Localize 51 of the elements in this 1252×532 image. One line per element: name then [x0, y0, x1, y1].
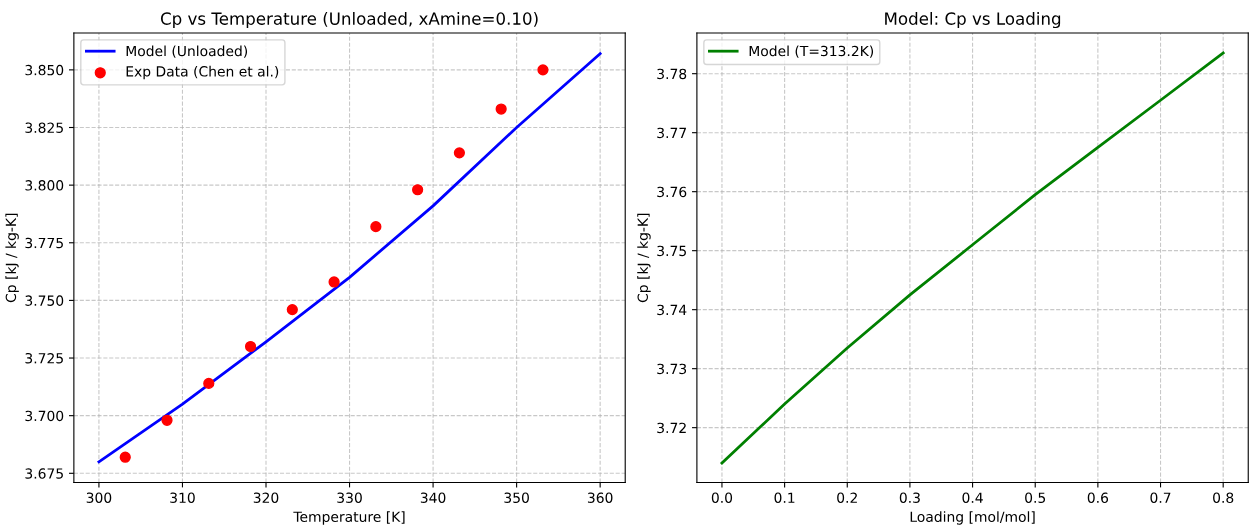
- x-tick-label: 0.1: [774, 492, 795, 503]
- y-tick-label: 3.775: [25, 237, 63, 249]
- y-tick-label: 3.75: [657, 245, 686, 257]
- chart-title: Cp vs Temperature (Unloaded, xAmine=0.10): [160, 11, 538, 29]
- chart-title: Model: Cp vs Loading: [885, 11, 1061, 29]
- y-axis-title: Cp [kJ / kg-K]: [637, 213, 651, 303]
- point: [119, 451, 131, 463]
- y-tick-label: 3.72: [657, 422, 686, 434]
- point: [412, 184, 424, 196]
- y-tick-label: 3.73: [657, 363, 687, 375]
- x-tick-label: 0.3: [899, 492, 920, 503]
- x-tick-label: 0.0: [711, 492, 733, 503]
- y-tick-label: 3.76: [657, 186, 687, 198]
- point: [328, 276, 340, 288]
- x-tick-label: 340: [420, 492, 446, 503]
- x-tick-label: 0.5: [1025, 492, 1046, 503]
- y-tick-label: 3.850: [25, 64, 64, 76]
- legend-label: Model (T=313.2K): [749, 45, 874, 58]
- point: [161, 414, 173, 426]
- x-tick-label: 0.4: [962, 492, 983, 503]
- y-tick-label: 3.800: [25, 180, 64, 191]
- x-tick-label: 0.2: [837, 492, 857, 503]
- x-tick-label: 330: [337, 492, 362, 503]
- x-tick-label: 320: [253, 492, 279, 503]
- y-tick-label: 3.74: [657, 304, 687, 316]
- y-tick-label: 3.825: [25, 122, 63, 133]
- y-tick-label: 3.675: [25, 468, 63, 479]
- point: [370, 221, 382, 233]
- y-tick-label: 3.725: [25, 353, 63, 364]
- point: [537, 64, 549, 76]
- legend-label: Exp Data (Chen et al.): [126, 65, 279, 80]
- point: [286, 304, 298, 316]
- x-tick-label: 0.7: [1150, 492, 1171, 503]
- x-tick-label: 350: [504, 492, 529, 503]
- x-axis-title: Loading [mol/mol]: [910, 511, 1035, 525]
- legend-label: Model (Unloaded): [126, 45, 248, 58]
- x-axis-title: Temperature [K]: [293, 511, 405, 525]
- point: [203, 377, 215, 389]
- y-tick-label: 3.78: [657, 68, 687, 80]
- x-tick-label: 300: [86, 492, 112, 503]
- y-axis-title: Cp [kJ / kg-K]: [5, 213, 19, 303]
- point: [495, 103, 507, 115]
- point: [244, 340, 257, 353]
- x-tick-label: 310: [170, 492, 195, 503]
- y-tick-label: 3.750: [25, 295, 64, 306]
- x-tick-label: 0.6: [1087, 492, 1109, 503]
- x-tick-label: 0.8: [1213, 492, 1234, 503]
- y-tick-label: 3.77: [657, 127, 686, 139]
- y-tick-label: 3.700: [25, 410, 64, 422]
- point: [453, 147, 466, 159]
- x-tick-label: 360: [587, 492, 613, 503]
